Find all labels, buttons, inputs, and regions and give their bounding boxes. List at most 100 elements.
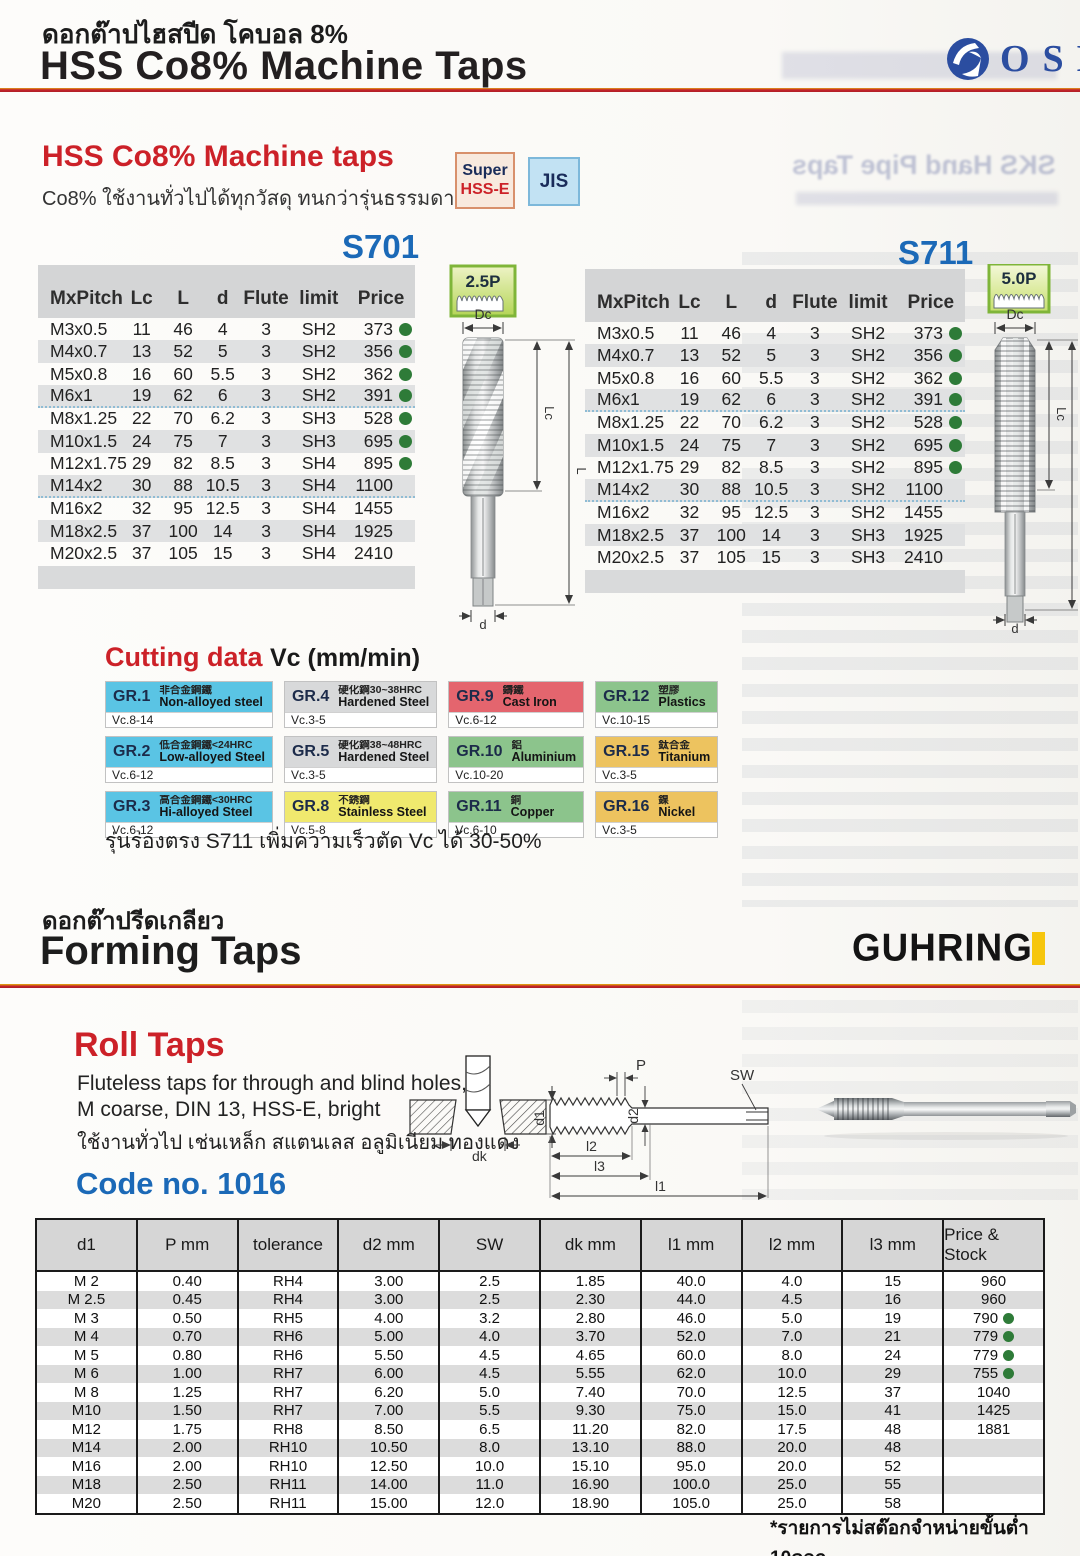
- table-cell: SH2: [851, 367, 886, 388]
- extension-lines: [495, 339, 575, 606]
- cutting-speed: Vc.10-15: [596, 712, 718, 727]
- table-cell: M 5: [37, 1346, 138, 1365]
- table-cell: M16x2: [50, 498, 103, 519]
- table-cell: 10.5: [754, 478, 789, 499]
- table-cell: 8.0: [743, 1346, 844, 1365]
- sw-label: SW: [730, 1067, 755, 1084]
- table-cell: 62.0: [642, 1364, 743, 1383]
- page-title-thai: ดอกต๊าปไฮสปีด โคบอล 8%: [42, 19, 348, 49]
- table-cell: 44.0: [642, 1290, 743, 1309]
- cutting-title-red: Cutting data: [105, 642, 263, 672]
- column-header: limit: [848, 292, 888, 313]
- table-cell: 12.5: [205, 498, 240, 519]
- column-header: d2 mm: [339, 1220, 441, 1270]
- table-cell: 1.85: [541, 1272, 642, 1291]
- table-cell: 10.0: [440, 1457, 541, 1476]
- table-cell: 37: [843, 1383, 945, 1402]
- cutting-group-cell: GR.8 不銹鋼 Stainless Steel Vc.5-8: [283, 791, 438, 838]
- table-cell: 14: [761, 524, 781, 545]
- table-cell: M12x1.75: [597, 457, 674, 478]
- l3-label: l3: [594, 1158, 605, 1174]
- price-cell: 1100: [347, 475, 415, 496]
- table-cell: 82: [173, 453, 193, 474]
- price-value: 373: [913, 322, 943, 343]
- table-cell: 15.10: [541, 1457, 642, 1476]
- jis-badge: JIS: [528, 157, 580, 206]
- table-cell: M18: [37, 1475, 138, 1494]
- cutting-group-band: GR.8 不銹鋼 Stainless Steel: [284, 792, 437, 822]
- table-cell: 4: [766, 322, 777, 343]
- table-cell: 3: [261, 385, 271, 406]
- profile-badge-5-0p: 5.0P: [987, 262, 1051, 314]
- column-header: Lc: [678, 292, 701, 313]
- table-cell: 13: [131, 341, 152, 362]
- table-cell: 19: [843, 1309, 945, 1328]
- table-cell: 9.30: [541, 1401, 642, 1420]
- price-cell: 1040: [944, 1383, 1043, 1402]
- table-cell: 14.00: [339, 1475, 441, 1494]
- table-cell: 12.0: [440, 1494, 541, 1513]
- table-cell: 100: [716, 524, 746, 545]
- table-row: M12x1.75 29 82 8.5 3 SH4 895: [38, 453, 415, 475]
- group-name-cn: 鋁: [511, 739, 523, 751]
- table-cell: 3: [810, 345, 820, 366]
- group-names: 鎳 Nickel: [658, 795, 695, 819]
- price-value: 1925: [904, 524, 943, 545]
- table-cell: SH2: [851, 457, 886, 478]
- price-cell: 373: [347, 319, 415, 340]
- table-cell: 16.90: [541, 1475, 642, 1494]
- table-row: M 6 1.00 RH7 6.00 4.5 5.55 62.0 10.0 29 755: [37, 1364, 1043, 1383]
- table-cell: 52: [721, 345, 742, 366]
- table-cell: 12.5: [743, 1383, 844, 1402]
- table-cell: 2.80: [541, 1309, 642, 1328]
- table-cell: 5.0: [743, 1309, 844, 1328]
- stock-dot: [948, 393, 962, 407]
- table-cell: 70: [721, 412, 742, 433]
- forming-tap-photo: [806, 1076, 1078, 1147]
- price-value: 356: [913, 345, 943, 366]
- table-cell: M20x2.5: [50, 543, 118, 564]
- cutting-group-cell: GR.10 鋁 Aluminium Vc.10-20: [448, 736, 585, 783]
- table-cell: M16: [37, 1457, 138, 1476]
- cutting-speed: Vc.3-5: [284, 712, 437, 727]
- group-code: GR.15: [603, 743, 650, 760]
- cutting-note-thai: รุ่นร่องตรง S711 เพิ่มความเร็วตัด Vc ได้…: [105, 830, 542, 853]
- extension-lines: [1025, 339, 1078, 611]
- group-name-cn: 硬化鋼38~48HRC: [338, 739, 423, 751]
- table-cell: M 8: [37, 1383, 138, 1402]
- stock-dot: [948, 438, 962, 452]
- table-cell: M 6: [37, 1364, 138, 1383]
- table-cell: 7.00: [339, 1401, 441, 1420]
- forming-title-thai: ดอกต๊าปรีดเกลียว: [42, 908, 225, 935]
- table-cell: 0.45: [138, 1290, 239, 1309]
- table-cell: 17.5: [743, 1420, 844, 1439]
- straight-tap-drawing: [994, 337, 1036, 623]
- table-cell: SH3: [851, 547, 886, 568]
- table-cell: M18x2.5: [50, 520, 118, 541]
- group-code: GR.1: [113, 688, 151, 705]
- guhring-logo: GUHRING: [852, 925, 1046, 970]
- table-row: M4x0.7 13 52 5 3 SH2 356: [585, 344, 965, 367]
- table-cell: 5.55: [541, 1364, 642, 1383]
- table-cell: 21: [843, 1327, 945, 1346]
- price-cell: 695: [897, 435, 965, 456]
- table-cell: 3: [261, 430, 271, 451]
- table-cell: 29: [679, 457, 700, 478]
- table-cell: 41: [843, 1401, 945, 1420]
- dc-label: Dc: [474, 306, 491, 322]
- table-cell: SH4: [301, 474, 336, 495]
- table-cell: RH11: [239, 1494, 340, 1513]
- table-cell: 95.0: [642, 1457, 743, 1476]
- guhring-brand-text: GUHRING: [852, 925, 1033, 970]
- table-cell: 40.0: [642, 1272, 743, 1291]
- cutting-group-cell: GR.5 硬化鋼38~48HRC Hardened Steel Vc.3-5: [283, 736, 438, 783]
- table-cell: 82: [721, 457, 742, 478]
- table-cell: 0.40: [138, 1272, 239, 1291]
- table-row: M12x1.75 29 82 8.5 3 SH2 895: [585, 457, 965, 479]
- super-hss-e-badge: Super HSS-E: [455, 152, 515, 209]
- table-row: M 2 0.40 RH4 3.00 2.5 1.85 40.0 4.0 15 960: [37, 1272, 1043, 1291]
- price-cell: 790: [944, 1309, 1043, 1328]
- table-cell: M4x0.7: [597, 345, 655, 366]
- table-cell: 5.00: [339, 1327, 441, 1346]
